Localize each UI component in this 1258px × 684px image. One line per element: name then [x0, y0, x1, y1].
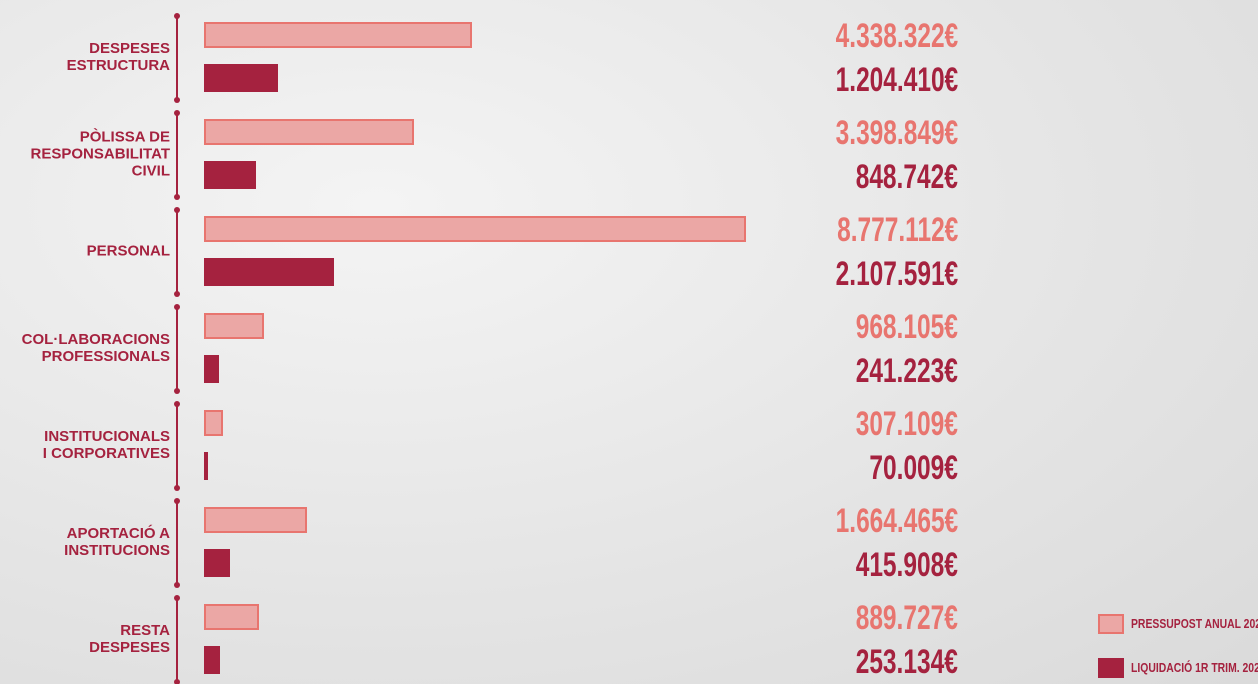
bar [204, 549, 230, 577]
category-label: PÒLISSA DE RESPONSABILITAT CIVIL [30, 128, 170, 180]
legend-label: LIQUIDACIÓ 1R TRIM. 2022 [1131, 660, 1258, 675]
bar [204, 22, 472, 48]
axis-dot [174, 485, 180, 491]
bar [204, 161, 257, 189]
bar [204, 216, 746, 242]
axis-dot [174, 13, 180, 19]
axis-segment [176, 113, 178, 197]
category-label: PERSONAL [86, 242, 170, 260]
axis-dot [174, 304, 180, 310]
bar [204, 646, 220, 674]
axis-dot [174, 207, 180, 213]
bar [204, 64, 279, 92]
value-label: 415.908€ [855, 546, 958, 584]
axis-dot [174, 498, 180, 504]
value-label: 848.742€ [855, 158, 958, 196]
axis-dot [174, 401, 180, 407]
axis-dot [174, 582, 180, 588]
category-label: RESTA DESPESES [89, 622, 170, 656]
bar [204, 119, 414, 145]
bar [204, 410, 223, 436]
axis-dot [174, 110, 180, 116]
bar [204, 604, 259, 630]
axis-segment [176, 501, 178, 585]
axis-segment [176, 307, 178, 391]
value-label: 4.338.322€ [835, 17, 958, 55]
value-label: 8.777.112€ [836, 211, 958, 249]
value-label: 889.727€ [855, 599, 958, 637]
legend-swatch [1098, 658, 1124, 678]
legend-swatch [1098, 614, 1124, 634]
value-label: 1.204.410€ [835, 61, 958, 99]
value-label: 1.664.465€ [835, 502, 958, 540]
value-label: 968.105€ [855, 308, 958, 346]
value-label: 241.223€ [855, 352, 958, 390]
legend-label: PRESSUPOST ANUAL 2022 [1131, 616, 1258, 631]
bar [204, 258, 335, 286]
value-label: 70.009€ [869, 449, 958, 487]
category-label: DESPESES ESTRUCTURA [66, 40, 170, 74]
axis-dot [174, 679, 180, 684]
value-label: 253.134€ [855, 643, 958, 681]
value-label: 2.107.591€ [835, 255, 958, 293]
category-label: INSTITUCIONALS I CORPORATIVES [42, 428, 170, 462]
axis-segment [176, 404, 178, 488]
bar [204, 507, 307, 533]
axis-dot [174, 97, 180, 103]
axis-segment [176, 16, 178, 100]
axis-segment [176, 210, 178, 294]
axis-dot [174, 291, 180, 297]
category-label: COL·LABORACIONS PROFESSIONALS [21, 331, 170, 365]
category-label: APORTACIÓ A INSTITUCIONS [64, 525, 170, 559]
value-label: 307.109€ [855, 405, 958, 443]
axis-dot [174, 595, 180, 601]
axis-dot [174, 194, 180, 200]
bar [204, 452, 209, 480]
bar [204, 313, 264, 339]
axis-dot [174, 388, 180, 394]
axis-segment [176, 598, 178, 682]
value-label: 3.398.849€ [835, 114, 958, 152]
bar [204, 355, 219, 383]
